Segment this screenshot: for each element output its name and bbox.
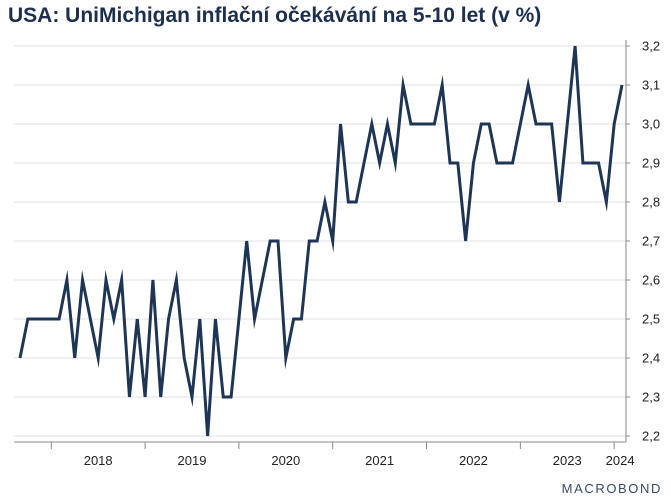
x-axis: 2018 2019 2020 2021 2022 2023 2024	[14, 441, 635, 468]
series-line	[18, 45, 624, 437]
x-tick-label: 2019	[178, 453, 207, 468]
macrobond-logo: MACROBOND	[561, 481, 662, 496]
y-tick-label: 3,2	[642, 39, 660, 54]
y-tick-label: 2,3	[642, 390, 660, 405]
chart-title: USA: UniMichigan inflační očekávání na 5…	[8, 4, 542, 27]
y-tick-label: 2,6	[642, 273, 660, 288]
y-tick-label: 2,4	[642, 351, 660, 366]
x-tick-label: 2022	[459, 453, 488, 468]
y-tick-label: 2,7	[642, 234, 660, 249]
y-tick-label: 2,9	[642, 156, 660, 171]
y-tick-label: 2,5	[642, 312, 660, 327]
y-axis: 2,2 2,3 2,4 2,5 2,6 2,7 2,8 2,9 3,0 3,1 3,2	[625, 39, 660, 444]
series-layer	[18, 45, 624, 437]
x-tick-label: 2021	[365, 453, 394, 468]
y-tick-label: 3,0	[642, 117, 660, 132]
y-tick-label: 3,1	[642, 78, 660, 93]
x-tick-label: 2018	[84, 453, 113, 468]
x-tick-label: 2023	[553, 453, 582, 468]
y-tick-label: 2,8	[642, 195, 660, 210]
x-tick-label: 2020	[271, 453, 300, 468]
grid-lines	[14, 45, 626, 437]
x-tick-label: 2024	[606, 453, 635, 468]
y-tick-label: 2,2	[642, 429, 660, 444]
